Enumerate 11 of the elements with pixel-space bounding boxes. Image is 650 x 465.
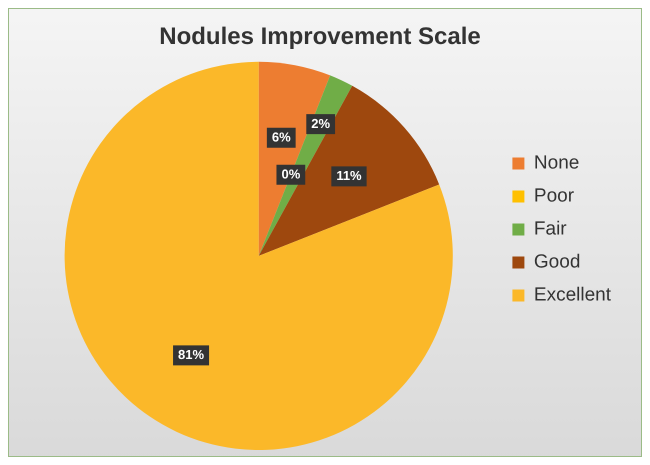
legend-label: Fair bbox=[534, 218, 568, 240]
chart-title: Nodules Improvement Scale bbox=[159, 23, 481, 50]
data-label: 11% bbox=[336, 168, 362, 183]
legend-label: Good bbox=[534, 252, 580, 273]
data-label: 2% bbox=[311, 116, 331, 131]
data-label: 81% bbox=[178, 347, 205, 362]
legend-label: Excellent bbox=[534, 284, 612, 306]
legend-label: Poor bbox=[534, 186, 575, 207]
text: 0% bbox=[281, 166, 300, 182]
data-label: 6% bbox=[272, 129, 292, 144]
legend-label: None bbox=[534, 152, 580, 174]
